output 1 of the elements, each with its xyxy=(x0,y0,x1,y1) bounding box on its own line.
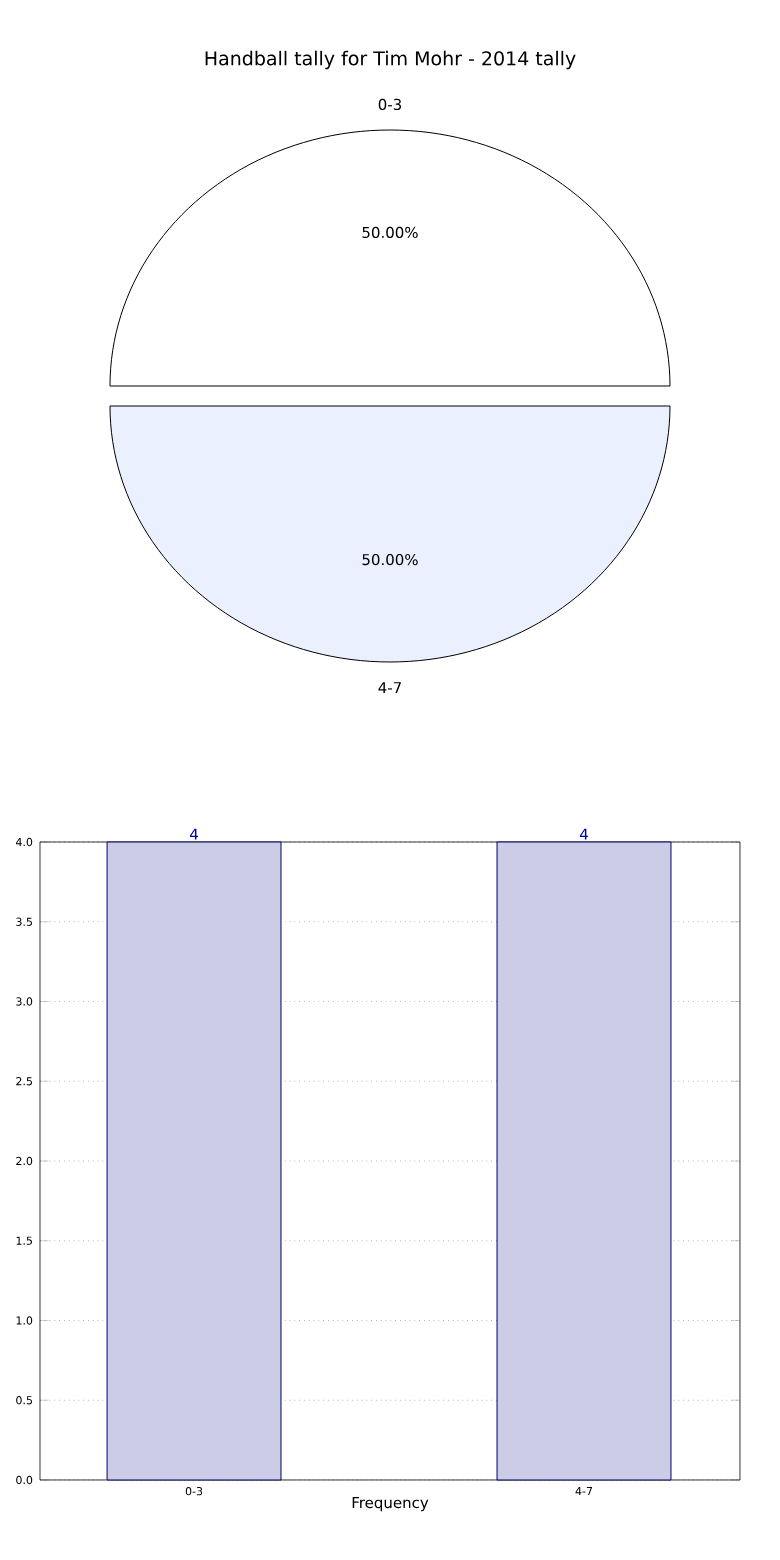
chart-title: Handball tally for Tim Mohr - 2014 tally xyxy=(205,50,576,70)
